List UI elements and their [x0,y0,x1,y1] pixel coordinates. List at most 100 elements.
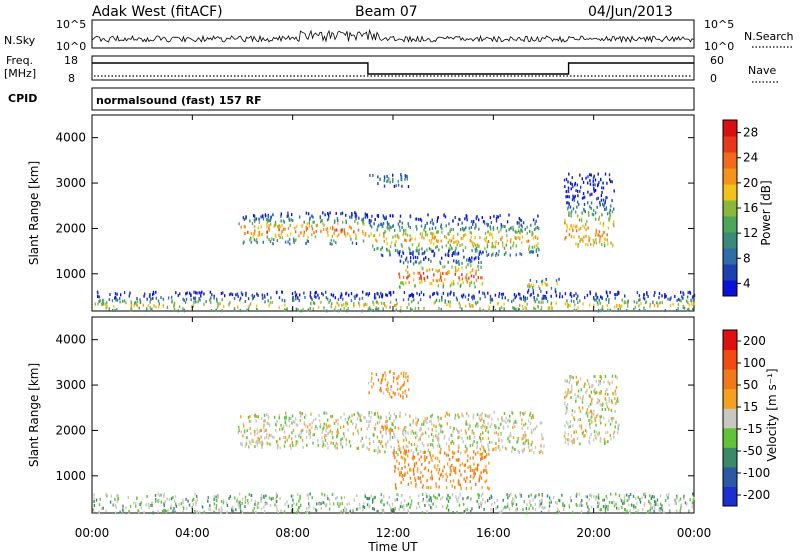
range-gate-cell [115,505,117,509]
range-gate-cell [435,429,437,433]
range-gate-cell [618,291,620,295]
range-gate-cell [532,286,534,289]
range-gate-cell [503,253,506,256]
range-gate-cell [415,416,417,420]
range-gate-cell [587,201,589,205]
range-gate-cell [501,439,503,443]
range-gate-cell [268,237,270,241]
range-gate-cell [392,224,395,228]
range-gate-cell [263,494,265,498]
range-gate-cell [628,496,630,500]
range-gate-cell [418,252,420,256]
range-gate-cell [582,430,584,434]
range-gate-cell [561,295,564,299]
range-gate-cell [297,308,299,312]
range-gate-cell [359,503,361,506]
range-gate-cell [399,228,401,232]
range-gate-cell [464,469,466,473]
range-gate-cell [282,219,285,223]
range-gate-cell [510,246,512,250]
range-gate-cell [333,221,336,225]
range-gate-cell [582,394,584,398]
range-gate-cell [404,426,406,430]
range-gate-cell [275,500,278,504]
range-gate-cell [469,284,471,288]
y-tick-label: 3000 [55,378,86,392]
range-gate-cell [569,377,571,381]
range-gate-cell [325,411,327,415]
range-gate-cell [548,509,550,513]
range-gate-cell [422,497,424,501]
range-gate-cell [342,425,345,428]
range-gate-cell [288,436,290,440]
range-gate-cell [570,235,573,239]
range-gate-cell [147,304,149,308]
range-gate-cell [355,242,358,245]
range-gate-cell [435,239,438,242]
range-gate-cell [332,293,335,297]
range-gate-cell [686,299,688,303]
range-gate-cell [301,438,304,442]
range-gate-cell [512,447,515,451]
range-gate-cell [254,430,256,434]
range-gate-cell [519,413,522,417]
range-gate-cell [528,507,530,511]
range-gate-cell [299,418,301,422]
range-gate-cell [416,444,419,448]
range-gate-cell [402,298,405,302]
range-gate-cell [364,493,366,497]
range-gate-cell [366,496,368,500]
range-gate-cell [590,415,592,419]
range-gate-cell [401,467,403,470]
range-gate-cell [598,399,601,403]
range-gate-cell [435,279,438,283]
range-gate-cell [364,215,367,219]
range-gate-cell [399,394,402,398]
range-gate-cell [406,265,409,269]
range-gate-cell [193,497,195,501]
range-gate-cell [149,306,151,310]
range-gate-cell [319,216,322,220]
range-gate-cell [570,390,573,394]
range-gate-cell [514,296,516,300]
beam-title: Beam 07 [355,4,418,20]
range-gate-cell [368,437,371,441]
range-gate-cell [286,233,289,237]
range-gate-cell [569,424,571,428]
range-gate-cell [421,234,423,238]
range-gate-cell [417,502,420,505]
range-gate-cell [420,433,422,437]
colorbar-swatch [723,248,737,265]
range-gate-cell [603,237,606,241]
range-gate-cell [308,506,310,510]
range-gate-cell [267,416,270,420]
range-gate-cell [572,185,574,189]
range-gate-cell [529,449,531,453]
range-gate-cell [273,238,275,242]
range-gate-cell [343,412,345,416]
range-gate-cell [578,492,580,496]
range-gate-cell [520,422,523,426]
range-gate-cell [114,497,116,501]
range-gate-cell [367,307,369,311]
range-gate-cell [470,240,473,244]
range-gate-cell [617,308,619,311]
range-gate-cell [484,468,486,472]
range-gate-cell [529,411,532,415]
range-gate-cell [654,291,656,295]
range-gate-cell [194,296,197,300]
range-gate-cell [386,423,388,427]
range-gate-cell [210,309,213,312]
range-gate-cell [614,409,616,413]
range-gate-cell [130,300,132,304]
range-gate-cell [399,259,401,263]
range-gate-cell [608,396,610,400]
range-gate-cell [519,230,521,234]
range-gate-cell [372,300,374,304]
range-gate-cell [491,440,493,444]
range-gate-cell [430,443,432,446]
range-gate-cell [420,471,422,475]
range-gate-cell [606,496,608,500]
range-gate-cell [440,472,443,476]
range-gate-cell [378,233,381,237]
